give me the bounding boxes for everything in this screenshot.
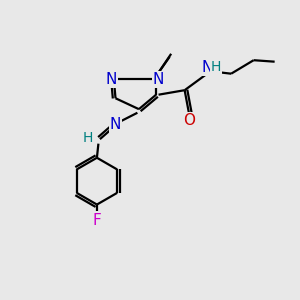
Text: F: F <box>92 213 101 228</box>
Text: H: H <box>83 131 93 145</box>
Text: N: N <box>106 72 117 87</box>
Text: N: N <box>202 60 213 75</box>
Text: N: N <box>110 117 121 132</box>
Text: N: N <box>153 72 164 87</box>
Text: H: H <box>211 60 221 74</box>
Text: O: O <box>183 113 195 128</box>
